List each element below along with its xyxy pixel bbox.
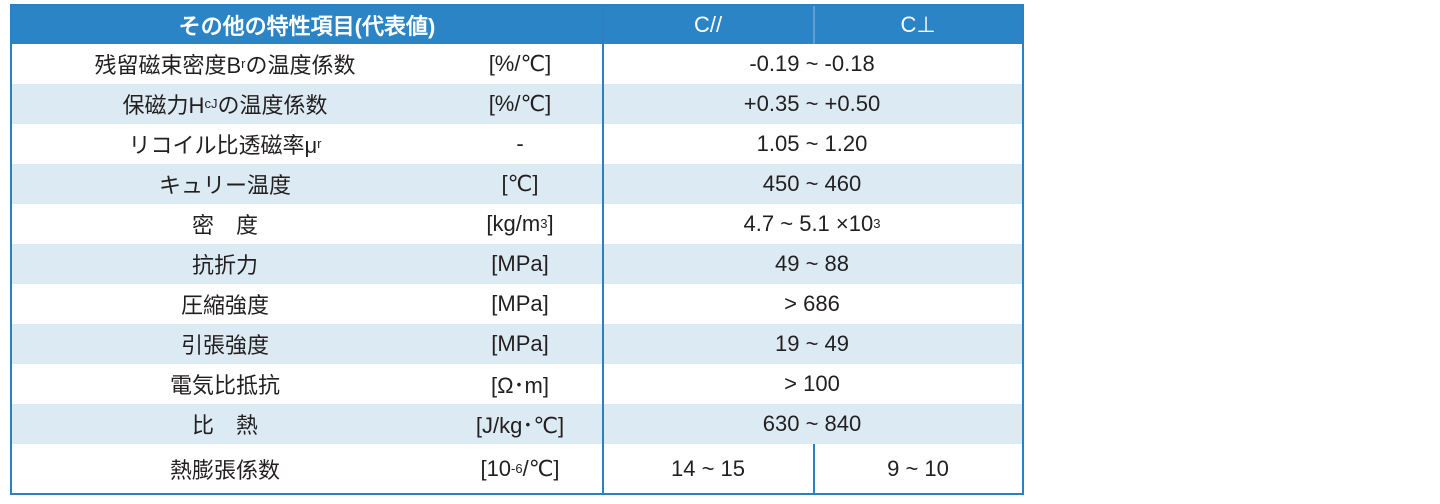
row-unit: [10 -6/℃] (480, 455, 560, 481)
row-unit: [%/℃] (488, 51, 552, 76)
header-c-perp: C⊥ (900, 12, 936, 37)
table-row-tensile-strength: 引張強度 [MPa] 19 ~ 49 (12, 324, 1022, 364)
table-header: その他の特性項目(代表値) C// C⊥ (12, 6, 1022, 44)
row-unit: [J/kg･℃] (475, 413, 565, 438)
properties-table: その他の特性項目(代表値) C// C⊥ 残留磁束密度B r の温度係数 [%/℃]… (10, 4, 1024, 495)
row-name: 密 度 (191, 213, 258, 238)
row-value-c-perp: 9 ~ 10 (887, 455, 949, 481)
row-name: 引張強度 (180, 333, 269, 358)
row-unit: - (516, 131, 524, 156)
row-unit: [%/℃] (488, 91, 552, 116)
row-name: 電気比抵抗 (169, 373, 280, 398)
row-unit: [kg/m 3] (486, 211, 554, 236)
table-row-remanence-temp-coeff: 残留磁束密度B r の温度係数 [%/℃] -0.19 ~ -0.18 (12, 44, 1022, 84)
header-c-parallel: C// (693, 12, 723, 37)
row-value: 19 ~ 49 (774, 331, 849, 356)
table-row-density: 密 度 [kg/m 3] 4.7 ~ 5.1 ×10 3 (12, 204, 1022, 244)
row-name: 圧縮強度 (180, 293, 269, 318)
row-unit: [℃] (501, 171, 539, 196)
table-row-compressive-strength: 圧縮強度 [MPa] > 686 (12, 284, 1022, 324)
row-value: -0.19 ~ -0.18 (749, 51, 875, 76)
table-row-curie-temperature: キュリー温度 [℃] 450 ~ 460 (12, 164, 1022, 204)
table-row-specific-heat: 比 熱 [J/kg･℃] 630 ~ 840 (12, 404, 1022, 444)
row-value: 1.05 ~ 1.20 (756, 131, 868, 156)
row-unit: [Ω･m] (491, 373, 549, 398)
table-row-recoil-permeability: リコイル比透磁率μ r - 1.05 ~ 1.20 (12, 124, 1022, 164)
row-value: 49 ~ 88 (774, 251, 849, 276)
table-row-coercivity-temp-coeff: 保磁力H cJ の温度係数 [%/℃] +0.35 ~ +0.50 (12, 84, 1022, 124)
column-divider-c-perp (813, 444, 815, 493)
row-value-c-parallel: 14 ~ 15 (670, 455, 745, 481)
row-value: > 100 (784, 371, 840, 396)
row-value: > 686 (784, 291, 840, 316)
row-name: 抗折力 (191, 253, 258, 278)
row-value: 450 ~ 460 (762, 171, 862, 196)
row-name: キュリー温度 (158, 173, 291, 198)
row-unit: [MPa] (491, 251, 549, 276)
row-name: 熱膨張係数 (169, 457, 280, 483)
row-name: 比 熱 (191, 413, 258, 438)
row-unit: [MPa] (491, 331, 549, 356)
row-value: +0.35 ~ +0.50 (743, 91, 881, 116)
row-name: リコイル比透磁率μ r (128, 133, 322, 158)
row-value: 4.7 ~ 5.1 ×10 3 (743, 211, 881, 236)
row-unit: [MPa] (491, 291, 549, 316)
row-name: 残留磁束密度B r の温度係数 (94, 53, 356, 78)
table-row-bending-strength: 抗折力 [MPa] 49 ~ 88 (12, 244, 1022, 284)
header-property: その他の特性項目(代表値) (178, 14, 436, 39)
table-row-thermal-expansion: 熱膨張係数 [10 -6/℃] 14 ~ 15 9 ~ 10 (12, 444, 1022, 493)
table-row-electrical-resistivity: 電気比抵抗 [Ω･m] > 100 (12, 364, 1022, 404)
row-name: 保磁力H cJ の温度係数 (122, 93, 328, 118)
column-divider-values (602, 6, 604, 493)
row-value: 630 ~ 840 (762, 411, 862, 436)
header-column-divider (813, 6, 815, 44)
